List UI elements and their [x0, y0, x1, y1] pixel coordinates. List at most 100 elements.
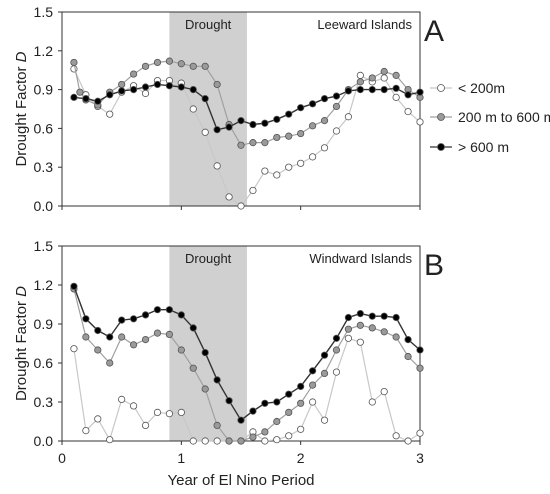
data-point-200to600 [106, 359, 114, 367]
data-point-200to600 [368, 74, 376, 82]
data-point-200to600 [273, 133, 281, 142]
data-point-lt200 [201, 437, 209, 445]
data-point-200to600 [82, 333, 90, 341]
data-point-gt600 [201, 348, 209, 357]
data-point-gt600 [70, 282, 78, 290]
data-point-200to600 [153, 58, 162, 67]
data-point-200to600 [320, 117, 329, 125]
data-point-gt600 [249, 120, 257, 129]
data-point-gt600 [273, 398, 281, 406]
data-point-lt200 [249, 186, 257, 195]
data-point-gt600 [249, 407, 257, 415]
data-point-200to600 [308, 122, 317, 130]
panel-letter: A [424, 15, 444, 48]
data-point-gt600 [368, 312, 376, 320]
y-axis-title: Drought Factor D [13, 286, 30, 401]
data-point-200to600 [285, 132, 293, 140]
data-point-lt200 [356, 338, 364, 346]
data-point-lt200 [94, 415, 102, 423]
data-point-gt600 [404, 335, 412, 344]
panel-letter: B [424, 249, 444, 282]
data-point-200to600 [332, 346, 341, 354]
y-axis-title-variable: D [13, 51, 30, 62]
legend-label: > 600 m [458, 139, 509, 155]
data-point-200to600 [118, 80, 126, 89]
data-point-gt600 [380, 312, 388, 320]
data-point-gt600 [94, 326, 102, 335]
data-point-gt600 [165, 82, 173, 90]
data-point-200to600 [297, 399, 305, 407]
data-point-gt600 [177, 311, 185, 319]
data-point-lt200 [82, 426, 90, 435]
data-point-200to600 [249, 139, 257, 147]
data-point-gt600 [225, 123, 233, 131]
data-point-gt600 [308, 100, 317, 108]
x-tick-label: 1 [177, 450, 185, 466]
data-point-lt200 [273, 436, 281, 444]
data-point-gt600 [416, 88, 424, 96]
data-point-200to600 [249, 433, 257, 441]
data-point-lt200 [332, 127, 341, 135]
data-point-200to600 [237, 437, 245, 445]
x-axis-title: Year of El Nino Period [167, 472, 314, 489]
y-axis-title-text: Drought Factor [13, 297, 30, 401]
y-tick-label: 1.5 [34, 4, 54, 20]
data-point-gt600 [118, 316, 126, 324]
data-point-gt600 [344, 313, 352, 322]
legend-item: < 200m [430, 80, 505, 96]
data-point-200to600 [70, 58, 78, 67]
data-point-gt600 [356, 309, 364, 318]
legend-marker [437, 143, 445, 151]
data-point-lt200 [285, 432, 293, 440]
data-point-gt600 [344, 87, 352, 95]
y-tick-label: 0.9 [34, 316, 54, 332]
data-point-200to600 [416, 364, 424, 372]
data-point-lt200 [213, 162, 221, 170]
data-point-lt200 [189, 105, 197, 113]
data-point-gt600 [189, 86, 197, 94]
data-point-200to600 [285, 408, 293, 416]
data-point-gt600 [297, 104, 305, 112]
region-label: Leeward Islands [317, 17, 412, 32]
data-point-lt200 [320, 144, 329, 152]
data-point-200to600 [356, 321, 364, 329]
data-point-gt600 [141, 83, 150, 91]
data-point-200to600 [153, 329, 162, 337]
data-point-gt600 [320, 351, 329, 359]
legend-item: > 600 m [430, 139, 509, 155]
data-point-lt200 [380, 74, 388, 82]
data-point-gt600 [213, 126, 221, 134]
drought-label: Drought [185, 17, 232, 32]
data-point-200to600 [213, 421, 221, 429]
data-point-gt600 [141, 311, 150, 319]
data-point-lt200 [368, 398, 376, 406]
y-tick-label: 1.2 [34, 277, 54, 293]
data-point-lt200 [70, 345, 78, 353]
data-point-200to600 [261, 428, 269, 436]
data-point-200to600 [165, 330, 173, 338]
data-point-lt200 [308, 398, 317, 406]
data-point-lt200 [344, 113, 352, 121]
data-point-gt600 [94, 97, 102, 105]
data-point-lt200 [177, 408, 185, 416]
y-axis-title: Drought Factor D [13, 51, 30, 166]
data-point-200to600 [94, 346, 102, 354]
data-point-200to600 [261, 139, 269, 147]
data-point-gt600 [356, 86, 364, 94]
data-point-lt200 [404, 107, 412, 116]
data-point-lt200 [297, 425, 305, 433]
data-point-gt600 [118, 87, 126, 95]
data-point-gt600 [130, 315, 138, 323]
data-point-gt600 [332, 92, 341, 100]
data-point-gt600 [320, 95, 329, 103]
data-point-200to600 [213, 80, 221, 89]
region-label: Windward Islands [309, 251, 412, 266]
x-tick-label: 3 [416, 450, 424, 466]
data-point-gt600 [392, 313, 400, 322]
data-point-gt600 [225, 397, 233, 405]
legend-label: 200 m to 600 m [458, 109, 550, 125]
data-point-lt200 [225, 193, 233, 201]
y-tick-label: 0.0 [34, 433, 54, 449]
data-point-gt600 [130, 86, 138, 94]
